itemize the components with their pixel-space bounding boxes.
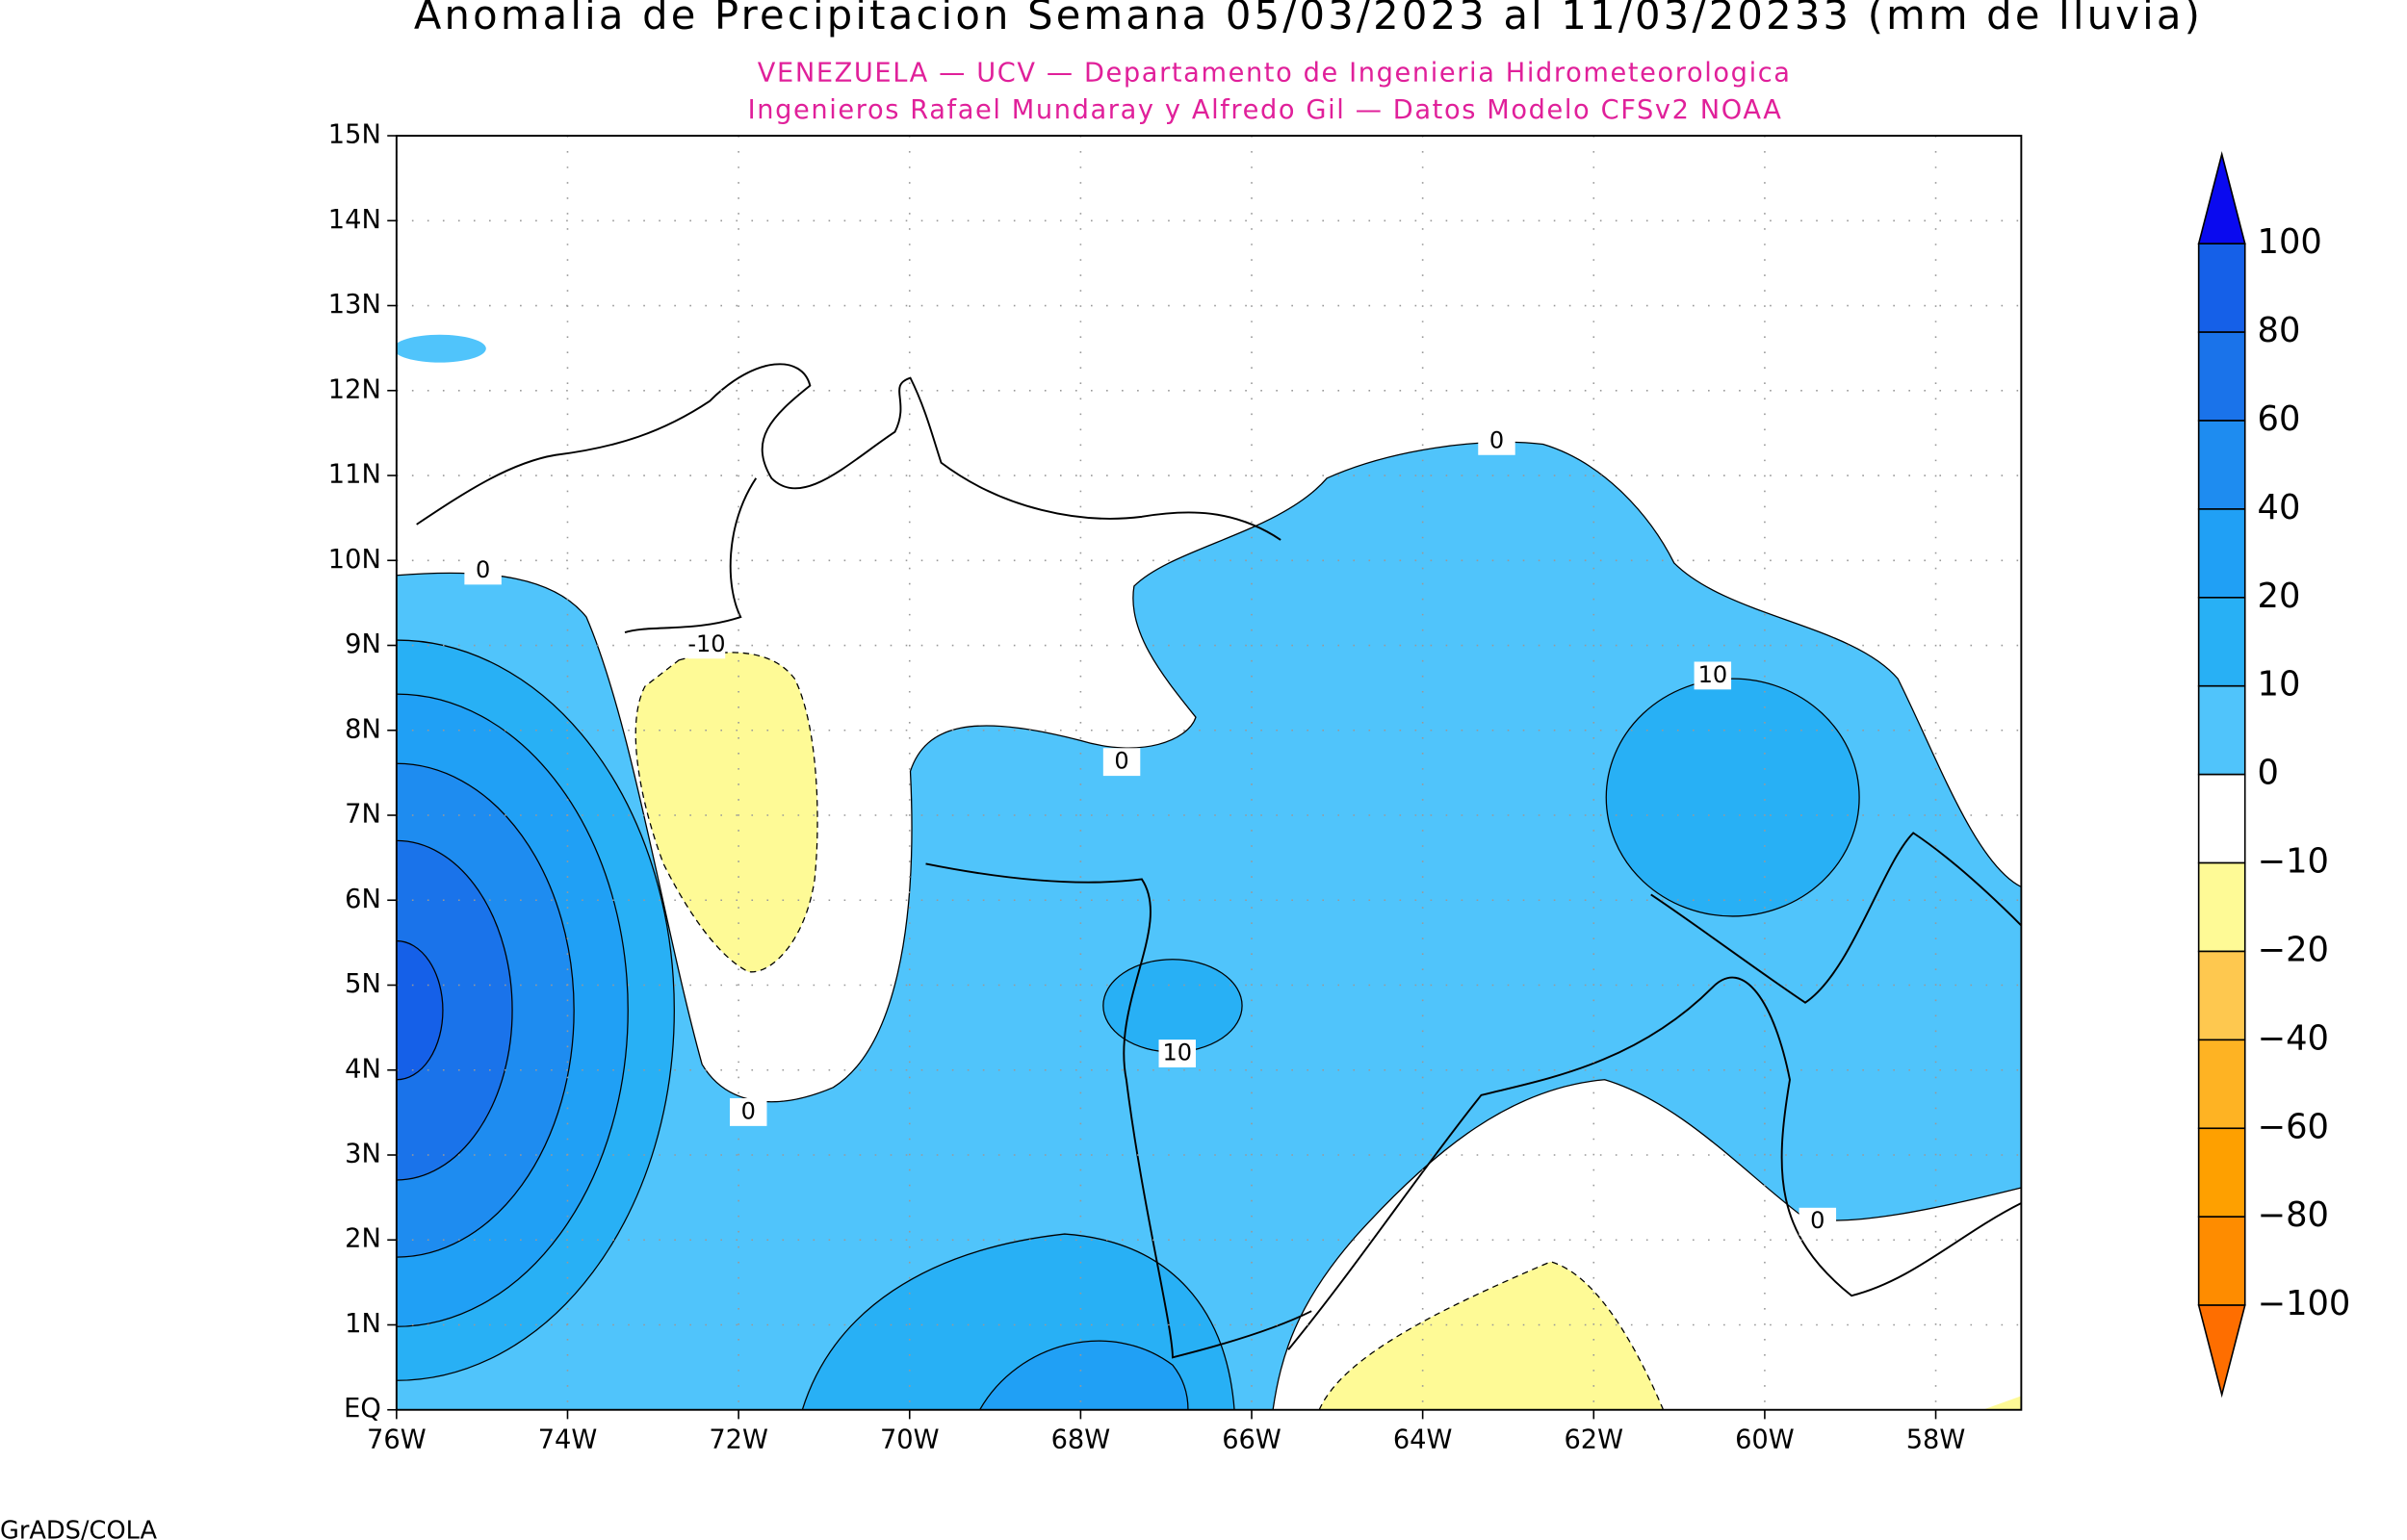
colorbar-label: 40: [2258, 488, 2301, 527]
lon-label: 66W: [1222, 1424, 1281, 1454]
lat-label: EQ: [344, 1394, 381, 1424]
lat-label: 2N: [345, 1224, 381, 1254]
colorbar-label: 80: [2258, 311, 2301, 350]
contour-label: -10: [687, 630, 725, 657]
lat-label: 11N: [328, 460, 381, 490]
contour-label: 0: [476, 556, 490, 583]
colorbar-box: [2197, 1216, 2246, 1306]
colorbar-label: 0: [2258, 754, 2279, 793]
colorbar-label: 100: [2258, 222, 2322, 262]
anomaly-field: [396, 334, 2022, 1410]
colorbar-triangle: [2197, 151, 2246, 245]
contour-label-bg: [1694, 661, 1732, 690]
footer: GrADS/COLA: [0, 1516, 157, 1540]
contour-label: 0: [741, 1097, 756, 1124]
lat-label: 9N: [345, 629, 381, 659]
colorbar-box: [2197, 243, 2246, 333]
colorbar-box: [2197, 1127, 2246, 1218]
contour-label-bg: [464, 556, 502, 585]
plot-frame: [395, 135, 2023, 1411]
colorbar-label: −40: [2258, 1018, 2329, 1058]
coastline: [416, 363, 2022, 1359]
lat-label: 15N: [328, 120, 381, 150]
colorbar-label: −80: [2258, 1195, 2329, 1235]
contour-label-bg: [730, 1098, 767, 1126]
subtitle: VENEZUELA — UCV — Departamento de Ingeni…: [758, 58, 1792, 88]
contour-label-bg: [687, 630, 726, 659]
lat-label: 12N: [328, 374, 381, 404]
contour-label: 10: [1162, 1040, 1192, 1066]
contour-label-bg: [1799, 1207, 1837, 1236]
colorbar-box: [2197, 1039, 2246, 1130]
lat-label: 7N: [345, 800, 381, 830]
lat-label: 13N: [328, 290, 381, 320]
contour-label: 0: [1810, 1207, 1825, 1234]
lon-label: 68W: [1051, 1424, 1111, 1454]
colorbar-label: −20: [2258, 930, 2329, 969]
contour-label: 10: [1698, 661, 1728, 688]
colorbar-box: [2197, 684, 2246, 776]
lat-label: 14N: [328, 205, 381, 235]
contour-label: 0: [1489, 426, 1504, 453]
lat-label: 6N: [345, 885, 381, 914]
lon-label: 58W: [1906, 1424, 1966, 1454]
colorbar-label: −10: [2258, 842, 2329, 882]
lat-label: 4N: [345, 1054, 381, 1084]
title: Anomalia de Precipitacion Semana 05/03/2…: [414, 0, 2203, 38]
lon-label: 76W: [367, 1424, 427, 1454]
colorbar-box: [2197, 950, 2246, 1041]
colorbar-box: [2197, 508, 2246, 599]
lon-label: 60W: [1735, 1424, 1795, 1454]
lat-label: 10N: [328, 545, 381, 575]
colorbar-label: −100: [2258, 1284, 2351, 1323]
lat-label: 8N: [345, 714, 381, 744]
contour-label-bg: [1158, 1040, 1196, 1067]
lat-label: 5N: [345, 969, 381, 999]
colorbar-box: [2197, 861, 2246, 953]
lat-label: 3N: [345, 1140, 381, 1169]
contour-label-bg: [1478, 426, 1515, 455]
contour-label: 0: [1114, 748, 1128, 775]
colorbar-label: 60: [2258, 399, 2301, 439]
colorbar-label: 20: [2258, 577, 2301, 616]
lon-label: 74W: [538, 1424, 598, 1454]
lon-label: 72W: [709, 1424, 768, 1454]
lon-label: 70W: [880, 1424, 940, 1454]
colorbar-box: [2197, 420, 2246, 510]
subtitle: Ingenieros Rafael Mundaray y Alfredo Gil…: [748, 95, 1783, 125]
colorbar-label: −60: [2258, 1107, 2329, 1146]
colorbar-label: 10: [2258, 665, 2301, 705]
lon-label: 62W: [1564, 1424, 1623, 1454]
contour-label-bg: [1102, 748, 1141, 777]
colorbar-box: [2197, 331, 2246, 422]
lon-label: 64W: [1393, 1424, 1453, 1454]
colorbar-box: [2197, 773, 2246, 864]
colorbar-triangle: [2197, 1304, 2246, 1399]
colorbar-box: [2197, 597, 2246, 687]
grid: 15N 14N 13N 12N 11N 10N 9N 8N 7N 6N 5N 4N 3N 2N 1N EQ76…: [328, 120, 2022, 1454]
lat-label: 1N: [345, 1309, 381, 1339]
